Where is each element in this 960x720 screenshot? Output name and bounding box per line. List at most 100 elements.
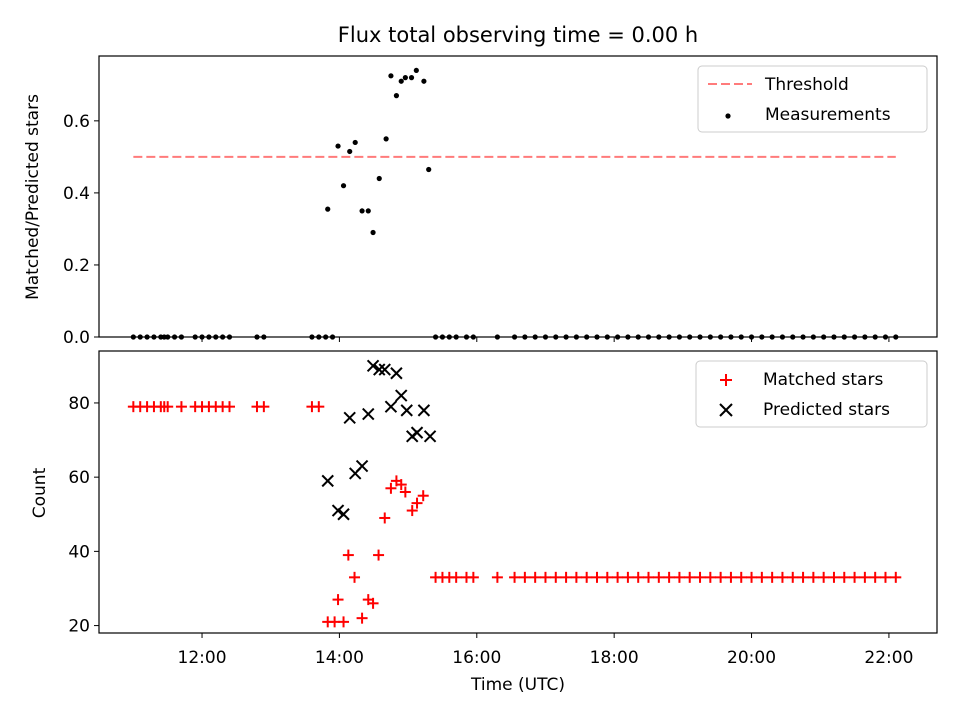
bottom-y-axis-label: Count xyxy=(30,467,50,518)
matched-point-60 xyxy=(684,571,696,583)
matched-point-78 xyxy=(869,571,881,583)
matched-point-27 xyxy=(373,549,385,561)
matched-point-72 xyxy=(807,571,819,583)
matched-point-64 xyxy=(725,571,737,583)
legend-measurements-label: Measurements xyxy=(765,105,891,125)
matched-point-52 xyxy=(601,571,613,583)
predicted-point-9 xyxy=(378,363,391,376)
predicted-point-10 xyxy=(384,400,398,413)
bottom-axes-frame xyxy=(98,350,938,634)
measurement-point-16 xyxy=(421,78,427,84)
measurement-point-2 xyxy=(340,183,347,189)
bottom-y-tick-label-0: 20 xyxy=(68,617,90,637)
matched-point-54 xyxy=(622,571,634,583)
matched-point-42 xyxy=(491,571,503,583)
matched-point-55 xyxy=(632,571,644,583)
matched-point-53 xyxy=(612,571,624,583)
matched-point-46 xyxy=(539,571,551,583)
top-y-tick-label-1: 0.2 xyxy=(63,256,90,276)
predicted-point-15 xyxy=(410,426,424,439)
matched-point-39 xyxy=(450,571,462,583)
matched-point-22 xyxy=(342,549,354,561)
bottom-x-tick-label-2: 16:00 xyxy=(452,648,501,668)
legend-predicted-swatch xyxy=(719,403,733,417)
matched-point-74 xyxy=(828,571,840,583)
ratio-subplot: Flux total observing time = 0.00 h 0.00.… xyxy=(23,23,938,348)
predicted-point-8 xyxy=(373,363,386,376)
matched-point-57 xyxy=(653,571,665,583)
measurement-point-7 xyxy=(370,229,376,236)
measurement-point-1 xyxy=(335,143,341,149)
predicted-point-7 xyxy=(366,359,380,373)
bottom-x-tick-label-0: 12:00 xyxy=(178,648,227,668)
matched-point-17 xyxy=(313,401,325,413)
matched-point-66 xyxy=(746,571,758,583)
measurement-point-12 xyxy=(398,78,404,84)
matched-point-73 xyxy=(818,571,830,583)
matched-point-34 xyxy=(411,497,423,509)
top-y-tick-label-0: 0.0 xyxy=(63,328,90,348)
matched-point-70 xyxy=(787,571,799,583)
matched-point-29 xyxy=(385,482,397,494)
matched-point-58 xyxy=(663,571,675,583)
top-y-tick-label-2: 0.4 xyxy=(63,184,90,204)
matched-point-21 xyxy=(338,616,350,628)
matched-point-20 xyxy=(332,594,344,606)
matched-point-31 xyxy=(395,479,407,491)
measurement-point-9 xyxy=(383,136,389,142)
bottom-y-ticks: 20 40 60 80 xyxy=(68,394,99,637)
matched-point-26 xyxy=(367,597,379,609)
matched-stars-points xyxy=(127,401,902,628)
predicted-point-0 xyxy=(321,474,334,488)
matched-point-44 xyxy=(519,571,531,583)
matched-point-77 xyxy=(859,571,871,583)
x-axis-label: Time (UTC) xyxy=(470,675,565,695)
bottom-y-tick-label-2: 60 xyxy=(68,468,90,488)
matched-point-41 xyxy=(467,571,479,583)
measurement-points xyxy=(325,67,432,236)
matched-point-71 xyxy=(797,571,809,583)
measurement-point-14 xyxy=(408,75,415,81)
measurement-point-6 xyxy=(365,208,371,214)
top-y-tick-label-3: 0.6 xyxy=(63,112,90,132)
measurement-point-10 xyxy=(388,73,394,79)
matched-point-33 xyxy=(406,505,418,517)
bottom-x-ticks: 12:00 14:00 16:00 18:00 20:00 22:00 xyxy=(178,633,913,668)
predicted-point-13 xyxy=(400,404,413,417)
matched-point-56 xyxy=(643,571,655,583)
matched-point-50 xyxy=(581,571,593,583)
matched-point-35 xyxy=(417,490,429,502)
matched-point-62 xyxy=(704,571,716,583)
matched-point-75 xyxy=(838,571,850,583)
measurement-point-15 xyxy=(413,67,419,74)
predicted-point-5 xyxy=(355,459,369,473)
measurement-point-11 xyxy=(393,93,400,99)
matched-point-7 xyxy=(175,401,187,413)
top-y-ticks: 0.0 0.2 0.4 0.6 xyxy=(63,112,99,348)
matched-point-43 xyxy=(509,571,521,583)
predicted-point-3 xyxy=(343,411,356,424)
bottom-x-tick-label-5: 22:00 xyxy=(864,648,913,668)
matched-point-24 xyxy=(356,612,368,624)
matched-point-61 xyxy=(694,571,706,583)
matched-point-69 xyxy=(776,571,788,583)
bottom-legend: Matched stars Predicted stars xyxy=(695,360,928,428)
matched-point-6 xyxy=(162,401,174,413)
measurement-point-17 xyxy=(426,166,432,173)
matched-point-49 xyxy=(570,571,582,583)
matched-point-28 xyxy=(379,512,391,524)
predicted-point-1 xyxy=(331,504,345,517)
matched-point-63 xyxy=(715,571,727,583)
bottom-y-tick-label-1: 40 xyxy=(68,542,90,562)
predicted-point-11 xyxy=(390,367,403,380)
bottom-x-tick-label-3: 18:00 xyxy=(590,648,639,668)
matched-point-80 xyxy=(890,571,902,583)
measurement-point-5 xyxy=(359,208,365,214)
matched-point-23 xyxy=(349,571,361,583)
legend-threshold-label: Threshold xyxy=(764,75,849,95)
chart-title: Flux total observing time = 0.00 h xyxy=(338,23,698,47)
measurement-point-4 xyxy=(352,139,358,146)
bottom-x-tick-label-4: 20:00 xyxy=(727,648,776,668)
